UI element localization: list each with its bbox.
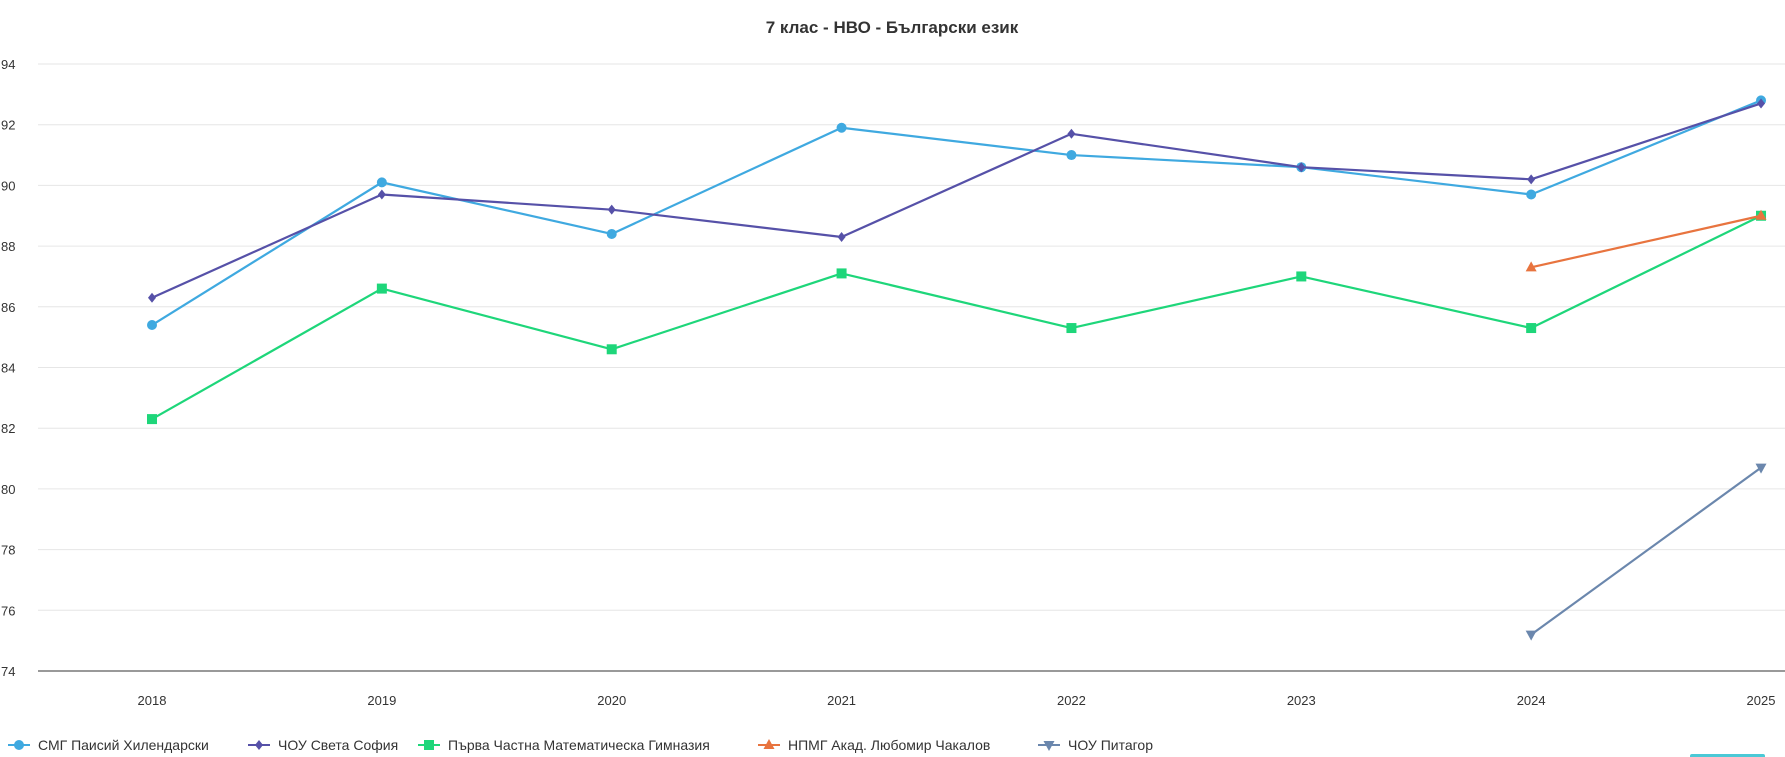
series-line-4[interactable] bbox=[1530, 214, 1763, 269]
legend-label: НПМГ Акад. Любомир Чакалов bbox=[788, 737, 990, 753]
legend: СМГ Паисий Хилендарски ЧОУ Света София Пър… bbox=[8, 737, 1153, 753]
data-point[interactable] bbox=[376, 283, 387, 294]
y-tick-label: 92 bbox=[1, 118, 15, 133]
data-point[interactable] bbox=[377, 189, 386, 200]
series-line-3[interactable] bbox=[150, 214, 1763, 421]
data-point[interactable] bbox=[148, 292, 156, 303]
legend-marker bbox=[255, 740, 263, 750]
data-point[interactable] bbox=[606, 228, 617, 239]
y-axis: 74 76 78 80 82 84 86 88 90 92 94 bbox=[1, 57, 15, 679]
y-tick-label: 86 bbox=[1, 300, 15, 315]
y-tick-label: 90 bbox=[1, 178, 15, 193]
legend-label: ЧОУ Питагор bbox=[1068, 737, 1153, 753]
data-point[interactable] bbox=[1525, 630, 1537, 641]
series-line-1[interactable] bbox=[150, 99, 1763, 327]
legend-label: СМГ Паисий Хилендарски bbox=[38, 737, 209, 753]
series-1 bbox=[147, 95, 1767, 331]
legend-item-1[interactable]: СМГ Паисий Хилендарски bbox=[8, 737, 209, 753]
scroll-indicator[interactable] bbox=[1690, 754, 1765, 757]
legend-item-5[interactable]: ЧОУ Питагор bbox=[1038, 737, 1153, 753]
data-point[interactable] bbox=[1525, 261, 1537, 272]
y-tick-label: 94 bbox=[1, 57, 15, 72]
legend-item-2[interactable]: ЧОУ Света София bbox=[248, 737, 398, 753]
data-point[interactable] bbox=[1757, 98, 1766, 109]
grid-lines bbox=[38, 63, 1785, 611]
x-tick-label: 2020 bbox=[597, 693, 626, 708]
x-axis: 2018 2019 2020 2021 2022 2023 2024 2025 bbox=[138, 693, 1776, 708]
data-point[interactable] bbox=[836, 268, 847, 279]
y-tick-label: 84 bbox=[1, 361, 15, 376]
data-point[interactable] bbox=[607, 204, 616, 215]
legend-item-3[interactable]: Първа Частна Математическа Гимназия bbox=[418, 737, 710, 753]
legend-marker bbox=[14, 740, 24, 750]
series-group bbox=[147, 95, 1767, 641]
data-point[interactable] bbox=[147, 414, 157, 425]
y-tick-label: 78 bbox=[1, 543, 15, 558]
series-2 bbox=[148, 98, 1766, 303]
data-point[interactable] bbox=[1066, 150, 1077, 161]
data-point[interactable] bbox=[1067, 128, 1076, 139]
series-4 bbox=[1525, 209, 1767, 272]
x-tick-label: 2018 bbox=[138, 693, 167, 708]
data-point[interactable] bbox=[1066, 323, 1077, 334]
series-line-2[interactable] bbox=[150, 102, 1763, 299]
data-point[interactable] bbox=[1526, 323, 1537, 334]
data-point[interactable] bbox=[836, 122, 847, 133]
chart-title: 7 клас - НВО - Български език bbox=[766, 18, 1019, 37]
legend-label: Първа Частна Математическа Гимназия bbox=[448, 737, 710, 753]
data-point[interactable] bbox=[606, 344, 617, 355]
x-tick-label: 2023 bbox=[1287, 693, 1316, 708]
legend-label: ЧОУ Света София bbox=[278, 737, 398, 753]
data-point[interactable] bbox=[376, 177, 387, 188]
y-tick-label: 80 bbox=[1, 482, 15, 497]
data-point[interactable] bbox=[147, 320, 157, 331]
series-3 bbox=[147, 210, 1767, 425]
y-tick-label: 76 bbox=[1, 603, 15, 618]
y-tick-label: 88 bbox=[1, 239, 15, 254]
data-point[interactable] bbox=[1296, 271, 1307, 282]
x-tick-label: 2021 bbox=[827, 693, 856, 708]
legend-marker bbox=[763, 739, 775, 749]
data-point[interactable] bbox=[1755, 209, 1767, 220]
y-tick-label: 82 bbox=[1, 421, 15, 436]
legend-marker bbox=[424, 740, 434, 750]
data-point[interactable] bbox=[837, 231, 846, 242]
y-tick-label: 74 bbox=[1, 664, 15, 679]
legend-item-4[interactable]: НПМГ Акад. Любомир Чакалов bbox=[758, 737, 990, 753]
legend-marker bbox=[1043, 741, 1055, 751]
series-5 bbox=[1525, 463, 1767, 641]
x-tick-label: 2025 bbox=[1747, 693, 1776, 708]
data-point[interactable] bbox=[1755, 463, 1767, 474]
x-tick-label: 2024 bbox=[1517, 693, 1546, 708]
x-tick-label: 2022 bbox=[1057, 693, 1086, 708]
series-line-5[interactable] bbox=[1530, 466, 1763, 636]
data-point[interactable] bbox=[1297, 162, 1306, 173]
data-point[interactable] bbox=[1527, 174, 1536, 185]
data-point[interactable] bbox=[1526, 189, 1537, 200]
x-tick-label: 2019 bbox=[367, 693, 396, 708]
